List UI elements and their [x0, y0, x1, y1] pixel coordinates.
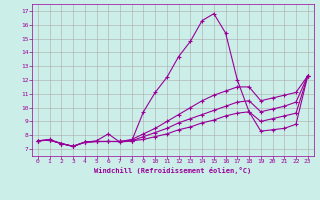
- X-axis label: Windchill (Refroidissement éolien,°C): Windchill (Refroidissement éolien,°C): [94, 167, 252, 174]
